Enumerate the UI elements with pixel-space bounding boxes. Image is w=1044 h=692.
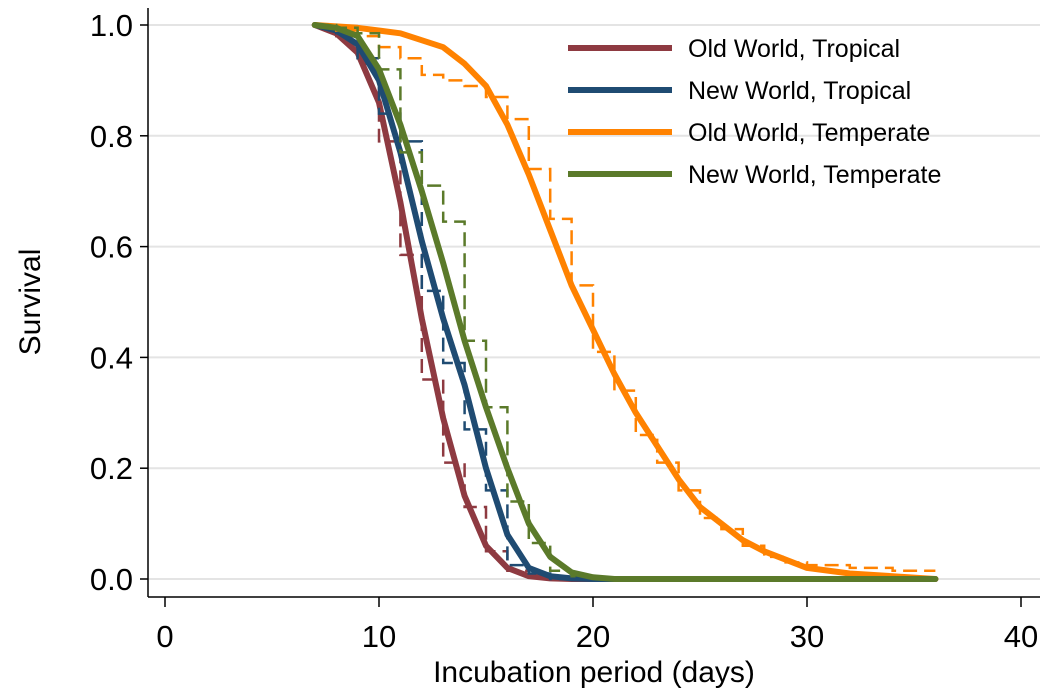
legend-label-2: Old World, Temperate	[688, 119, 930, 147]
legend-label-3: New World, Temperate	[688, 161, 941, 189]
y-tick-label-1: 0.2	[90, 451, 133, 486]
y-tick-label-5: 1.0	[90, 8, 133, 43]
legend: Old World, Tropical New World, Tropical Ol…	[568, 35, 941, 189]
legend-label-0: Old World, Tropical	[688, 35, 900, 63]
x-axis-title: Incubation period (days)	[433, 656, 755, 689]
ticks: 0.0 0.2 0.4 0.6 0.8 1.0 0 10 20 30 40	[90, 8, 1038, 654]
x-tick-label-4: 40	[1004, 619, 1038, 654]
legend-label-1: New World, Tropical	[688, 77, 911, 105]
axes	[147, 8, 1040, 598]
km-step-curve-old-world-temperate	[314, 23, 936, 572]
series	[311, 22, 939, 582]
y-axis-title: Survival	[14, 249, 47, 356]
fitted-curve-old-world-tropical	[311, 22, 939, 582]
x-tick-label-3: 30	[790, 619, 824, 654]
km-step-curve-new-world-temperate	[314, 23, 595, 579]
fitted-curve-old-world-temperate	[311, 22, 939, 582]
km-step-curve-new-world-tropical	[314, 23, 572, 581]
y-tick-label-3: 0.6	[90, 230, 133, 265]
x-tick-label-0: 0	[156, 619, 173, 654]
y-tick-label-2: 0.4	[90, 340, 133, 375]
x-tick-label-1: 10	[362, 619, 396, 654]
y-tick-label-0: 0.0	[90, 562, 133, 597]
y-tick-label-4: 0.8	[90, 119, 133, 154]
x-tick-label-2: 20	[576, 619, 610, 654]
fitted-curve-new-world-temperate	[311, 22, 939, 582]
fitted-curve-new-world-tropical	[311, 22, 939, 582]
